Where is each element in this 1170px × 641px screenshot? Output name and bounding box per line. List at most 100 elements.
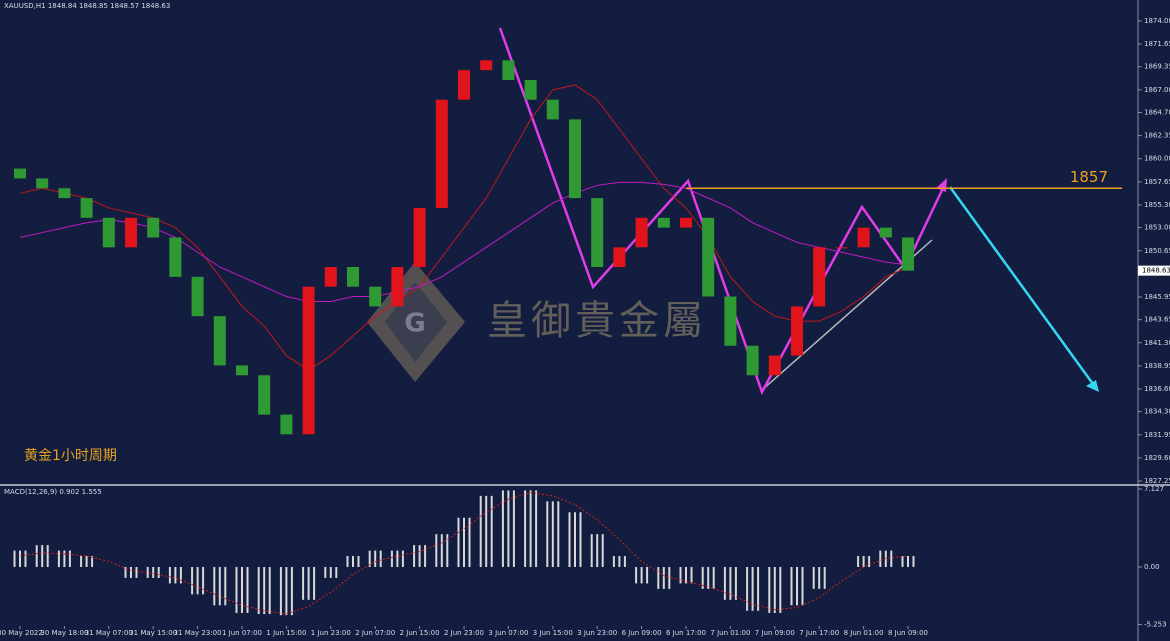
candle xyxy=(680,217,692,228)
candle xyxy=(169,237,182,277)
candle xyxy=(835,247,848,249)
moving-average xyxy=(19,181,909,302)
level-label: 1857 xyxy=(1070,168,1108,186)
y-tick-label: 1838.95 xyxy=(1144,362,1170,370)
x-tick-label: 7 Jun 17:00 xyxy=(799,629,839,637)
y-tick-label: 1867.00 xyxy=(1144,86,1170,94)
candle xyxy=(147,217,160,238)
y-tick-label: 1860.00 xyxy=(1144,155,1170,163)
candle xyxy=(613,247,626,267)
forecast-line xyxy=(948,186,1095,385)
candle xyxy=(768,355,781,376)
candle xyxy=(102,217,115,248)
y-tick-label: 1862.35 xyxy=(1144,132,1170,140)
candle xyxy=(746,345,759,376)
x-tick-label: 1 Jun 07:00 xyxy=(222,629,262,637)
candle xyxy=(791,306,803,356)
x-tick-label: 30 May 18:00 xyxy=(40,629,88,637)
y-tick-label: 7.127 xyxy=(1144,485,1164,493)
candle xyxy=(36,178,49,189)
x-tick-label: 30 May 2022 xyxy=(0,629,43,637)
y-tick-label: 1871.65 xyxy=(1144,40,1170,48)
candle xyxy=(702,217,715,297)
logo-letter: G xyxy=(404,309,425,339)
macd-title: MACD(12,26,9) 0.902 1.555 xyxy=(4,488,102,496)
candle xyxy=(413,207,426,267)
y-tick-label: 1831.95 xyxy=(1144,431,1170,439)
x-tick-label: 31 May 15:00 xyxy=(129,629,177,637)
x-tick-label: 6 Jun 09:00 xyxy=(622,629,662,637)
x-tick-label: 3 Jun 07:00 xyxy=(488,629,528,637)
candle xyxy=(857,227,870,248)
candle xyxy=(191,276,204,317)
y-tick-label: 1874.00 xyxy=(1144,17,1170,25)
forecast-arrow xyxy=(1086,380,1099,392)
y-tick-label: 1864.70 xyxy=(1144,108,1170,116)
x-tick-label: 2 Jun 23:00 xyxy=(444,629,484,637)
candle xyxy=(80,198,93,218)
candle xyxy=(280,414,293,435)
candle xyxy=(902,237,914,271)
candle xyxy=(635,217,648,248)
candle xyxy=(324,266,337,287)
x-tick-label: 7 Jun 01:00 xyxy=(710,629,750,637)
y-tick-label: 1827.25 xyxy=(1144,477,1170,485)
x-tick-label: 3 Jun 23:00 xyxy=(577,629,617,637)
candle xyxy=(302,286,315,435)
x-tick-label: 6 Jun 17:00 xyxy=(666,629,706,637)
candle xyxy=(524,80,537,100)
candle xyxy=(546,99,559,120)
y-tick-label: 1869.35 xyxy=(1144,63,1170,71)
candle xyxy=(591,198,604,267)
y-tick-label: 1836.60 xyxy=(1144,385,1170,393)
y-tick-label: 1855.30 xyxy=(1144,201,1170,209)
x-tick-label: 3 Jun 15:00 xyxy=(533,629,573,637)
y-tick-label: 1845.95 xyxy=(1144,293,1170,301)
candle xyxy=(369,286,382,307)
candle xyxy=(213,316,226,366)
x-tick-label: 8 Jun 01:00 xyxy=(844,629,884,637)
candle xyxy=(879,227,892,238)
x-tick-label: 31 May 07:00 xyxy=(85,629,133,637)
y-tick-label: 1853.00 xyxy=(1144,224,1170,232)
candle xyxy=(236,365,248,376)
x-tick-label: 1 Jun 23:00 xyxy=(311,629,351,637)
candle xyxy=(458,70,470,100)
y-tick-label: 1829.60 xyxy=(1144,454,1170,462)
x-tick-label: 2 Jun 07:00 xyxy=(355,629,395,637)
candle xyxy=(480,60,493,71)
candle xyxy=(657,217,670,228)
moving-average xyxy=(19,84,909,371)
y-tick-label: 1850.65 xyxy=(1144,247,1170,255)
y-tick-label: 1857.65 xyxy=(1144,178,1170,186)
y-tick-label: 1841.30 xyxy=(1144,339,1170,347)
candle xyxy=(502,60,515,81)
watermark: 皇御貴金屬 xyxy=(487,298,707,344)
y-tick-label: -5.253 xyxy=(1144,620,1167,628)
y-tick-label: 1834.30 xyxy=(1144,408,1170,416)
x-tick-label: 1 Jun 15:00 xyxy=(266,629,306,637)
signal-line xyxy=(19,492,909,615)
candle xyxy=(347,266,359,287)
price-label: 1848.63 xyxy=(1142,267,1170,275)
x-tick-label: 8 Jun 09:00 xyxy=(888,629,928,637)
x-tick-label: 2 Jun 15:00 xyxy=(400,629,440,637)
caption: 黄金1小时周期 xyxy=(24,447,117,464)
candle xyxy=(569,119,581,199)
candle xyxy=(258,375,271,415)
y-tick-label: 0.00 xyxy=(1144,563,1160,571)
candle xyxy=(435,99,448,208)
candle xyxy=(14,168,26,179)
symbol-info: XAUUSD,H1 1848.84 1848.85 1848.57 1848.6… xyxy=(4,2,170,10)
candle xyxy=(724,296,737,346)
y-tick-label: 1843.65 xyxy=(1144,316,1170,324)
x-tick-label: 31 May 23:00 xyxy=(174,629,222,637)
candle xyxy=(813,247,826,307)
x-tick-label: 7 Jun 09:00 xyxy=(755,629,795,637)
candle xyxy=(125,217,137,248)
candle xyxy=(391,266,404,307)
price-box xyxy=(1138,265,1170,276)
